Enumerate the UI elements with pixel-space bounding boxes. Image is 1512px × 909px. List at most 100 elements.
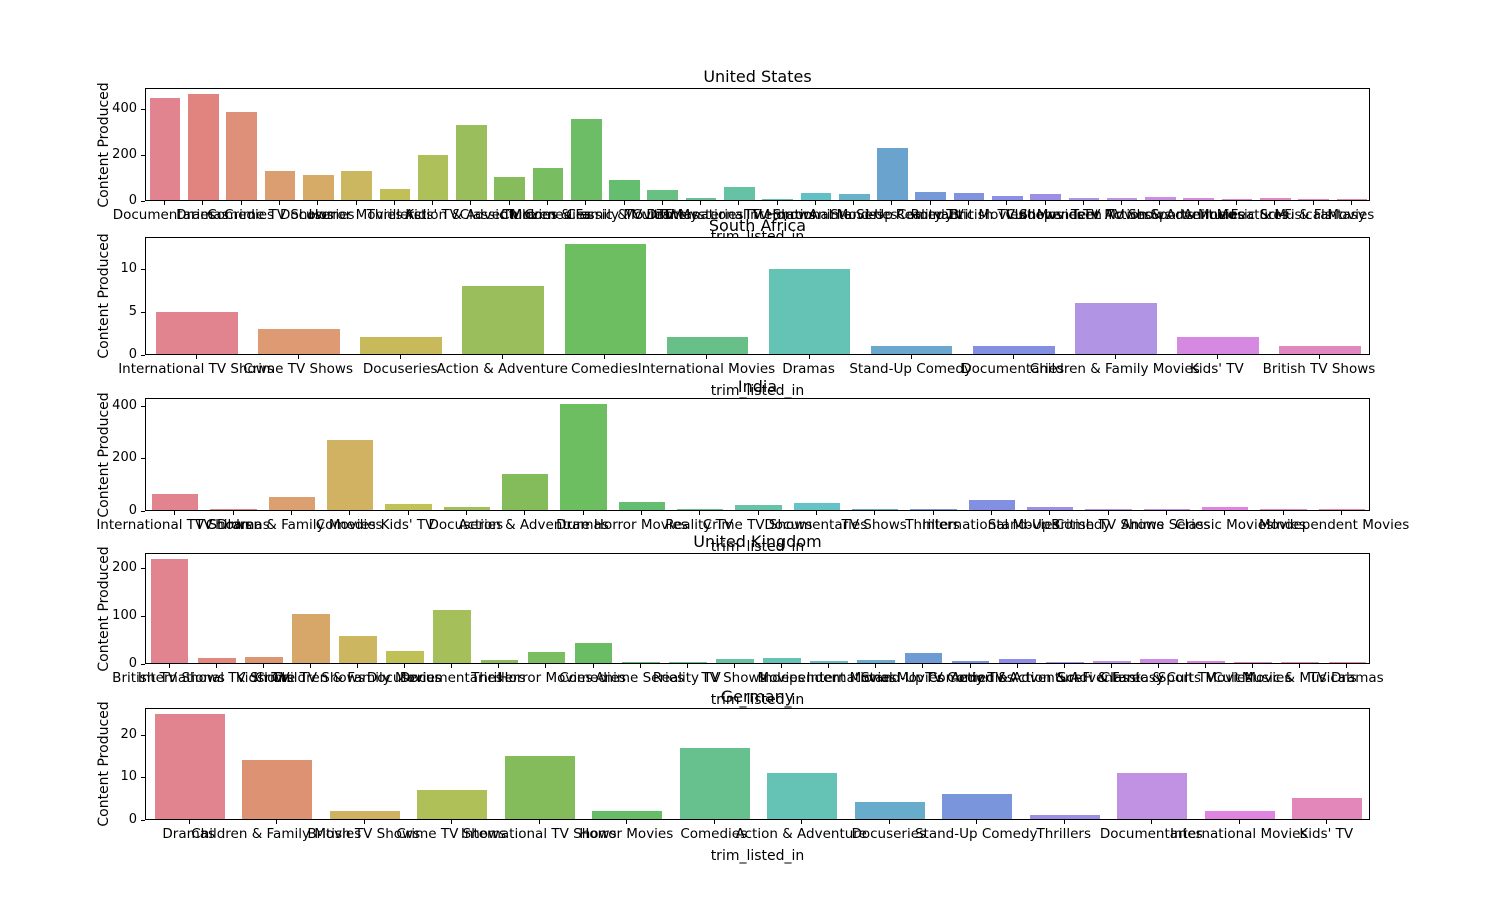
y-tick-label: 20 [120, 726, 137, 742]
x-tick-label: Reality TV [895, 207, 964, 223]
bar-international-movies [800, 192, 832, 200]
x-tick-mark [215, 664, 217, 668]
x-tick-mark [801, 820, 803, 824]
x-tick-mark [232, 511, 234, 515]
bar-thrillers [480, 659, 519, 663]
x-tick-label: Teen TV Shows [1070, 207, 1172, 223]
bar-stand-up-comedy [942, 793, 1013, 819]
x-tick-label: British TV Shows [1262, 361, 1376, 377]
y-tick-label: 400 [112, 101, 137, 117]
bar-sci-fi-fantasy [1298, 199, 1329, 200]
x-tick-label: Stand-Up Comedy [830, 207, 953, 223]
bar-music-musicals [1259, 197, 1291, 200]
bar-independent-movies [1318, 509, 1366, 510]
bar-tv-comedies [532, 168, 564, 200]
y-tick-label: 0 [128, 656, 137, 671]
y-tick-mark [141, 155, 145, 157]
x-tick-label: Children & Family Movies [500, 207, 671, 223]
x-tick-label: Sci-Fi & Fantasy [1259, 207, 1366, 223]
x-tick-mark [1350, 201, 1352, 205]
x-tick-label: Comedies [559, 670, 626, 686]
x-tick-mark [400, 355, 402, 359]
x-tick-mark [686, 664, 688, 668]
x-tick-mark [298, 355, 300, 359]
x-tick-mark [968, 201, 970, 205]
x-tick-label: Kids' TV [380, 517, 435, 533]
x-tick-mark [585, 201, 587, 205]
bar-movies [1336, 199, 1368, 200]
x-tick-label: Docuseries [851, 826, 927, 842]
bar-documentaries [972, 345, 1055, 354]
x-tick-mark [1049, 511, 1051, 515]
y-tick-mark [141, 734, 145, 736]
x-tick-mark [626, 820, 628, 824]
x-tick-label: TV Action & Adventure [987, 670, 1141, 686]
x-tick-label: Independent Movies [1272, 517, 1410, 533]
bar-stand-up-comedy [904, 652, 943, 663]
x-tick-label: Comedies [315, 517, 383, 533]
y-axis-label: Content Produced [96, 545, 112, 672]
bar-classic-cult-tv [609, 180, 640, 200]
bar-tv-dramas [1328, 662, 1367, 663]
x-tick-label: Stand-Up Comedy [849, 361, 972, 377]
x-tick-mark [910, 355, 912, 359]
bar-comedies [679, 747, 750, 819]
x-tick-label: International Movies [746, 207, 884, 223]
bar-crime-tv-shows [258, 328, 340, 354]
bar-children-family-movies [570, 118, 602, 200]
bar-international-tv-shows [156, 311, 238, 354]
y-tick-mark [141, 405, 145, 407]
bar-classic-cult-tv [1140, 659, 1178, 663]
x-tick-label: Documentaries [764, 517, 868, 533]
y-tick-mark [141, 268, 145, 270]
x-tick-label: TV Mysteries [656, 207, 744, 223]
x-tick-label: Anime Series [595, 670, 685, 686]
x-tick-label: Stand-Up Comedy [914, 826, 1038, 842]
x-tick-mark [290, 511, 292, 515]
x-tick-mark [309, 664, 311, 668]
x-tick-label: Kids' TV [1299, 826, 1354, 842]
bar-dramas [154, 714, 225, 819]
x-tick-label: TV Horror [744, 207, 809, 223]
bar-docuseries [386, 651, 424, 663]
chart-title: Germany [720, 687, 795, 706]
x-tick-label: Children & Family Movies [1029, 361, 1200, 377]
bar-action-adventure [501, 474, 549, 510]
x-tick-mark [545, 664, 547, 668]
x-tick-label: Comedies [570, 361, 638, 377]
x-tick-label: Documentaries [1099, 826, 1203, 842]
chart-title: United Kingdom [693, 532, 822, 551]
x-tick-mark [1274, 201, 1276, 205]
bar-anime-features [1221, 199, 1253, 200]
x-tick-label: International TV Shows [660, 207, 817, 223]
x-tick-mark [1346, 664, 1348, 668]
x-tick-mark [164, 201, 166, 205]
y-tick-label: 100 [112, 607, 137, 623]
bar-international-tv-shows [197, 658, 236, 663]
x-tick-mark [1312, 201, 1314, 205]
bar-tv-shows [851, 508, 899, 510]
x-tick-mark [498, 664, 500, 668]
x-tick-mark [969, 664, 971, 668]
x-tick-mark [639, 664, 641, 668]
bar-teen-tv-shows [1106, 197, 1138, 200]
x-axis-label: trim_listed_in [710, 539, 805, 555]
bar-international-tv-shows [724, 187, 755, 200]
x-tick-label: Documentaries [399, 670, 503, 686]
x-tick-label: Movies [757, 670, 805, 686]
y-tick-mark [141, 820, 145, 821]
x-tick-label: Crime TV Shows [396, 826, 507, 842]
x-tick-mark [738, 201, 740, 205]
x-tick-mark [1252, 664, 1254, 668]
x-tick-label: Classic & Cult TV [566, 207, 681, 223]
bar-tv-dramas [647, 189, 679, 200]
bar-children-family-movies [268, 497, 316, 510]
x-tick-label: Cult Movies [1213, 670, 1292, 686]
bar-music-musicals [1281, 662, 1320, 663]
bar-kids-tv [385, 503, 432, 510]
x-tick-mark [781, 664, 783, 668]
x-axis-label: trim_listed_in [710, 383, 805, 399]
x-tick-label: Comedies [207, 207, 275, 223]
y-tick-mark [141, 567, 145, 569]
x-tick-mark [349, 511, 351, 515]
